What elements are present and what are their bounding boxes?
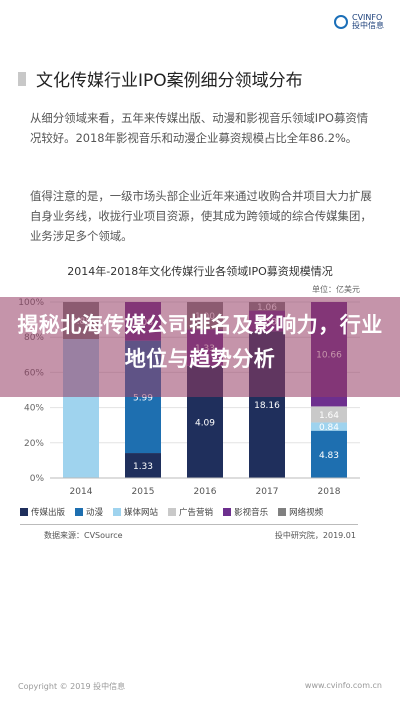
paragraph-1: 从细分领域来看，五年来传媒出版、动漫和影视音乐领域IPO募资情况较好。2018年… xyxy=(30,111,369,145)
logo: CVINFO 投中信息 xyxy=(334,14,384,30)
source-left: 数据来源：CVSource xyxy=(44,531,123,540)
x-tick-label: 2014 xyxy=(70,487,93,497)
legend-item: 网络视频 xyxy=(278,506,323,518)
logo-name: CVINFO xyxy=(352,13,383,22)
headline-overlay xyxy=(0,297,400,397)
title-accent-bar xyxy=(18,72,26,86)
paragraph-2: 值得注意的是，一级市场头部企业近年来通过收购合并项目大力扩展自身业务线，收拢行业… xyxy=(30,189,372,243)
legend-label: 动漫 xyxy=(86,508,104,518)
data-label: 4.83 xyxy=(319,451,339,461)
legend-label: 影视音乐 xyxy=(234,508,269,518)
source-divider xyxy=(20,524,358,525)
data-label: 0.84 xyxy=(319,423,339,433)
data-label: 5.99 xyxy=(133,393,153,403)
x-tick-label: 2016 xyxy=(194,487,217,497)
legend-item: 动漫 xyxy=(75,506,103,518)
legend-label: 媒体网站 xyxy=(124,508,159,518)
data-label: 1.33 xyxy=(133,462,153,472)
data-label: 1.64 xyxy=(319,411,339,421)
legend-item: 影视音乐 xyxy=(223,506,268,518)
footer-url: www.cvinfo.com.cn xyxy=(304,681,382,690)
bar-segment xyxy=(311,406,347,423)
legend-label: 网络视频 xyxy=(289,508,324,518)
bar-segment xyxy=(125,453,161,478)
legend-swatch xyxy=(278,508,287,516)
footer-copyright: Copyright © 2019 投中信息 xyxy=(18,682,126,691)
chart-title: 2014年-2018年文化传媒行业各领域IPO募资规模情况 xyxy=(67,265,333,278)
x-tick-label: 2018 xyxy=(318,487,341,497)
legend-label: 传媒出版 xyxy=(31,508,66,518)
legend-swatch xyxy=(20,508,28,516)
y-tick-label: 0% xyxy=(30,474,45,484)
legend-item: 媒体网站 xyxy=(113,506,158,518)
page-title: 文化传媒行业IPO案例细分领域分布 xyxy=(36,71,303,91)
chart-unit: 单位：亿美元 xyxy=(312,285,360,294)
source-right: 投中研究院，2019.01 xyxy=(274,531,356,540)
y-tick-label: 20% xyxy=(24,439,44,449)
legend-label: 广告营销 xyxy=(179,508,214,518)
legend-item: 广告营销 xyxy=(168,506,213,518)
y-tick-label: 40% xyxy=(24,404,44,414)
bar-segment xyxy=(311,422,347,431)
x-tick-label: 2017 xyxy=(256,487,279,497)
legend-swatch xyxy=(223,508,232,516)
bar-segment xyxy=(311,430,347,478)
legend-swatch xyxy=(113,508,122,516)
logo-sub: 投中信息 xyxy=(352,21,384,30)
data-label: 4.09 xyxy=(195,418,215,428)
legend-swatch xyxy=(168,508,177,516)
data-label: 18.16 xyxy=(254,401,280,411)
chart-legend: 传媒出版 动漫 媒体网站 广告营销 影视音乐 网络视频 xyxy=(20,506,323,518)
logo-icon xyxy=(334,15,348,29)
legend-item: 传媒出版 xyxy=(20,506,65,518)
x-tick-label: 2015 xyxy=(132,487,155,497)
legend-swatch xyxy=(75,508,84,516)
headline: 揭秘北海传媒公司排名及影响力，行业地位与趋势分析 xyxy=(17,313,383,371)
